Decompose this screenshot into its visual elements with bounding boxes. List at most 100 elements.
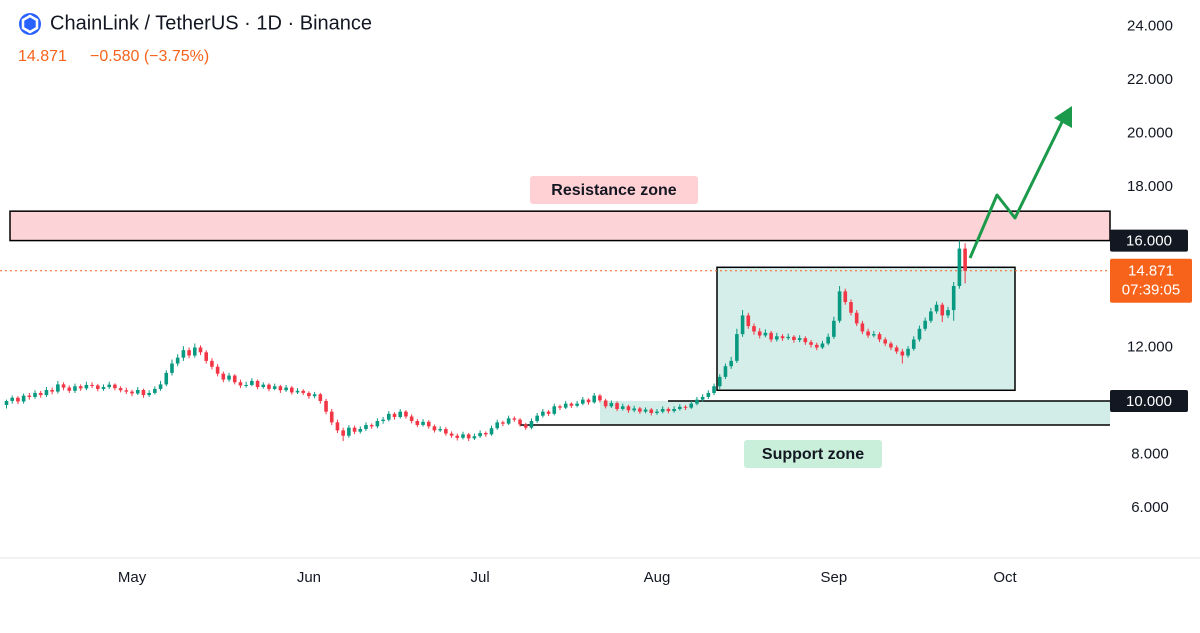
candle-body <box>963 248 967 271</box>
candle-body <box>649 409 654 413</box>
candle-body <box>849 302 853 313</box>
candle-body <box>398 411 403 417</box>
candle-body <box>409 416 414 422</box>
x-tick-label: Sep <box>821 569 848 586</box>
candle-body <box>929 311 933 321</box>
candle-body <box>364 425 368 430</box>
candle-body <box>261 384 266 388</box>
candle-body <box>472 436 477 439</box>
candle-body <box>546 411 551 414</box>
candle-body <box>757 331 762 336</box>
candle-body <box>10 397 15 401</box>
coin-icon-mark <box>21 14 39 34</box>
candle-body <box>786 336 791 339</box>
candle-body <box>375 421 380 427</box>
candle-body <box>187 350 191 356</box>
candle-body <box>250 380 254 385</box>
candle-body <box>900 351 905 356</box>
support-badge: 10.000 <box>1126 393 1172 410</box>
candle-body <box>672 408 676 412</box>
candle-body <box>95 385 100 389</box>
candle-body <box>38 392 43 396</box>
candle-body <box>866 331 870 336</box>
candle-body <box>660 408 665 412</box>
candle-body <box>347 427 351 436</box>
y-tick-label: 18.000 <box>1127 178 1173 195</box>
candle-body <box>809 342 813 345</box>
resistance-badge-bg <box>1110 229 1188 252</box>
y-tick-label: 8.000 <box>1131 445 1169 462</box>
candle-body <box>643 409 648 412</box>
candle-body <box>717 376 722 387</box>
candle-body <box>67 387 72 391</box>
candle-body <box>164 372 169 385</box>
candle-body <box>16 397 20 402</box>
candle-body <box>763 332 768 336</box>
candle-body <box>706 392 711 397</box>
candle-body <box>814 344 819 348</box>
candle-body <box>598 395 602 401</box>
candle-body <box>700 396 705 400</box>
candle-body <box>860 323 865 332</box>
candle-body <box>404 411 408 417</box>
candle-body <box>837 291 842 321</box>
projection-arrow <box>968 117 1066 259</box>
support-badge-bg <box>1110 389 1188 412</box>
y-tick-label: 20.000 <box>1127 125 1173 142</box>
candle-body <box>518 419 522 425</box>
candle-body <box>232 375 237 383</box>
candle-body <box>826 336 830 344</box>
candle-body <box>61 384 66 388</box>
candle-body <box>181 350 186 358</box>
candle-body <box>21 395 26 402</box>
candle-body <box>295 390 300 393</box>
candle-body <box>569 403 574 406</box>
candle-body <box>512 418 517 420</box>
candle-body <box>221 373 226 380</box>
candle-body <box>906 348 910 356</box>
candle-body <box>392 413 397 417</box>
candle-body <box>666 408 671 412</box>
candle-body <box>358 429 363 432</box>
candle-body <box>820 343 825 348</box>
candle-body <box>752 326 756 332</box>
candle-body <box>603 400 608 407</box>
candle-body <box>215 366 220 374</box>
candle-body <box>689 403 694 408</box>
candle-body <box>449 433 454 436</box>
candle-body <box>478 433 482 437</box>
candle-body <box>678 406 682 409</box>
candle-body <box>290 387 294 393</box>
candle-body <box>147 392 151 396</box>
candle-body <box>586 399 591 403</box>
candle-body <box>415 421 420 426</box>
candle-body <box>153 388 157 393</box>
x-tick-label: May <box>118 569 147 586</box>
candle-body <box>797 338 802 341</box>
candle-body <box>552 406 557 414</box>
candle-body <box>940 304 945 316</box>
candle-body <box>113 384 117 389</box>
last-price: 14.871 <box>18 48 67 65</box>
x-tick-label: Oct <box>993 569 1017 586</box>
candle-body <box>620 406 625 409</box>
candle-body <box>501 422 505 424</box>
candle-body <box>50 390 54 392</box>
candle-body <box>335 422 340 431</box>
candle-body <box>369 425 374 427</box>
chart-title: ChainLink / TetherUS · 1D · Binance <box>50 12 372 34</box>
candle-body <box>438 429 442 431</box>
candle-body <box>227 375 231 380</box>
candle-body <box>381 419 385 422</box>
candle-body <box>210 360 214 367</box>
candle-body <box>832 320 836 337</box>
range-box <box>716 266 1016 392</box>
candle-body <box>609 403 614 407</box>
candle-body <box>324 400 328 412</box>
resistance-badge: 16.000 <box>1126 233 1172 250</box>
candle-body <box>683 406 688 408</box>
resistance-zone <box>9 210 1111 242</box>
candle-body <box>740 315 745 335</box>
candle-body <box>432 426 437 431</box>
